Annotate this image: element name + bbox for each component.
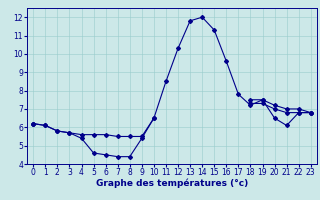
X-axis label: Graphe des températures (°c): Graphe des températures (°c) (96, 179, 248, 188)
